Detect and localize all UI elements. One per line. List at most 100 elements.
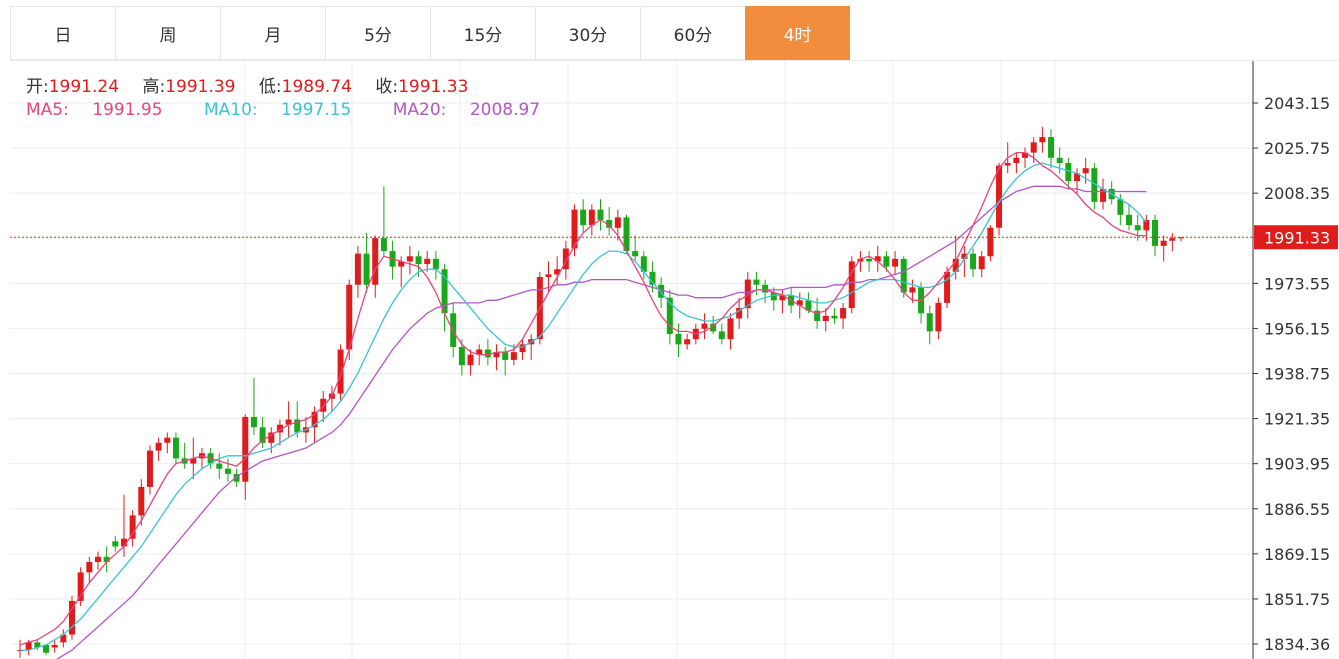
candle-body-125 — [1100, 188, 1107, 202]
candle-body-39 — [354, 253, 361, 285]
candle-body-5 — [60, 634, 67, 643]
y-tick-label-5: 1956.15 — [1264, 319, 1330, 338]
candle-body-121 — [1065, 162, 1072, 182]
candle-body-49 — [441, 269, 448, 314]
candle-body-108 — [952, 258, 959, 272]
ma-readout: MA5: 1991.95 MA10: 1997.15 MA20: 2008.97 — [26, 100, 576, 120]
candle-body-71 — [632, 251, 639, 257]
candle-body-131 — [1152, 219, 1159, 246]
candle-body-84 — [744, 279, 751, 309]
candle-body-68 — [606, 219, 613, 228]
candle-body-25 — [233, 473, 240, 482]
tabs-divider — [10, 60, 1339, 61]
candle-body-77 — [684, 339, 691, 345]
tab-5[interactable]: 30分 — [535, 6, 640, 60]
ma20-label: MA20: — [392, 100, 447, 120]
tab-6[interactable]: 60分 — [640, 6, 745, 60]
y-tick-label-6: 1938.75 — [1264, 365, 1330, 384]
candle-body-46 — [415, 256, 422, 265]
candle-body-35 — [320, 398, 327, 412]
close-value: 1991.33 — [398, 77, 469, 97]
candle-body-97 — [857, 258, 864, 262]
tab-0[interactable]: 日 — [10, 6, 115, 60]
candle-body-48 — [432, 258, 439, 270]
candle-body-127 — [1117, 199, 1124, 215]
candle-body-53 — [476, 349, 483, 355]
y-tick-label-8: 1903.95 — [1264, 455, 1330, 474]
candle-body-83 — [736, 308, 743, 319]
y-tick-label-4: 1973.55 — [1264, 274, 1330, 293]
candle-body-74 — [658, 284, 665, 298]
candle-body-118 — [1039, 137, 1046, 143]
candle-body-110 — [970, 253, 977, 270]
ma20-value: 2008.97 — [469, 100, 541, 120]
candle-body-34 — [311, 411, 318, 428]
candle-body-20 — [190, 458, 197, 464]
candle-body-67 — [597, 209, 604, 220]
candle-body-30 — [276, 424, 283, 433]
candle-body-12 — [120, 538, 127, 547]
ma10-line — [20, 162, 1147, 651]
candlestick-chart: 2043.15 2025.75 2008.35 1991.33 1973.55 1956.… — [10, 61, 1338, 659]
candle-body-61 — [545, 274, 552, 277]
candle-body-62 — [554, 269, 561, 275]
candle-body-134 — [1178, 237, 1184, 239]
candle-body-56 — [502, 352, 509, 360]
candle-body-3 — [42, 644, 49, 653]
candle-body-13 — [129, 515, 136, 539]
candle-body-72 — [640, 256, 647, 272]
candle-body-112 — [987, 227, 994, 257]
candle-body-64 — [571, 209, 578, 249]
y-tick-label-9: 1886.55 — [1264, 500, 1330, 519]
candle-body-98 — [866, 258, 873, 262]
candle-body-92 — [814, 310, 821, 322]
candle-body-24 — [224, 468, 231, 474]
candle-body-113 — [996, 165, 1003, 228]
candle-body-58 — [519, 344, 526, 353]
candle-body-91 — [805, 300, 812, 311]
candle-body-132 — [1160, 240, 1167, 246]
tab-2[interactable]: 月 — [220, 6, 325, 60]
candle-body-16 — [155, 442, 162, 451]
ma10-label: MA10: — [203, 100, 258, 120]
candle-body-116 — [1022, 152, 1029, 158]
candle-body-109 — [961, 253, 968, 259]
candle-body-27 — [250, 416, 257, 428]
candle-body-54 — [484, 349, 491, 358]
candle-body-55 — [493, 352, 500, 358]
candle-body-93 — [822, 315, 829, 322]
close-label: 收: — [375, 77, 399, 97]
candle-body-29 — [268, 432, 275, 443]
candle-body-8 — [86, 562, 93, 573]
candle-body-100 — [883, 256, 890, 267]
y-tick-label-10: 1869.15 — [1264, 545, 1330, 564]
tab-1[interactable]: 周 — [115, 6, 220, 60]
candle-body-38 — [346, 284, 353, 350]
candle-body-128 — [1126, 214, 1133, 226]
candle-body-122 — [1074, 173, 1081, 182]
candle-body-7 — [77, 572, 84, 601]
candle-body-41 — [372, 238, 379, 285]
low-label: 低: — [258, 77, 282, 97]
candle-body-65 — [580, 209, 587, 226]
candle-body-6 — [68, 600, 75, 635]
ohlc-readout: 开:1991.24 高:1991.39 低:1989.74 收:1991.33 — [26, 72, 486, 97]
candle-body-75 — [666, 297, 673, 334]
open-value: 1991.24 — [48, 77, 120, 97]
candle-body-102 — [900, 258, 907, 293]
candle-body-114 — [1004, 162, 1011, 166]
candle-body-26 — [242, 416, 249, 482]
candle-body-11 — [112, 541, 119, 547]
candle-body-90 — [796, 300, 803, 306]
candle-body-81 — [718, 331, 725, 340]
candle-body-69 — [614, 217, 621, 228]
candle-body-52 — [467, 354, 474, 366]
candle-body-120 — [1056, 157, 1063, 163]
tab-7[interactable]: 4时 — [745, 6, 850, 60]
candle-body-4 — [51, 644, 58, 648]
candle-body-37 — [337, 349, 344, 394]
tab-3[interactable]: 5分 — [325, 6, 430, 60]
candle-body-111 — [978, 256, 985, 270]
candle-body-129 — [1134, 225, 1141, 231]
tab-4[interactable]: 15分 — [430, 6, 535, 60]
